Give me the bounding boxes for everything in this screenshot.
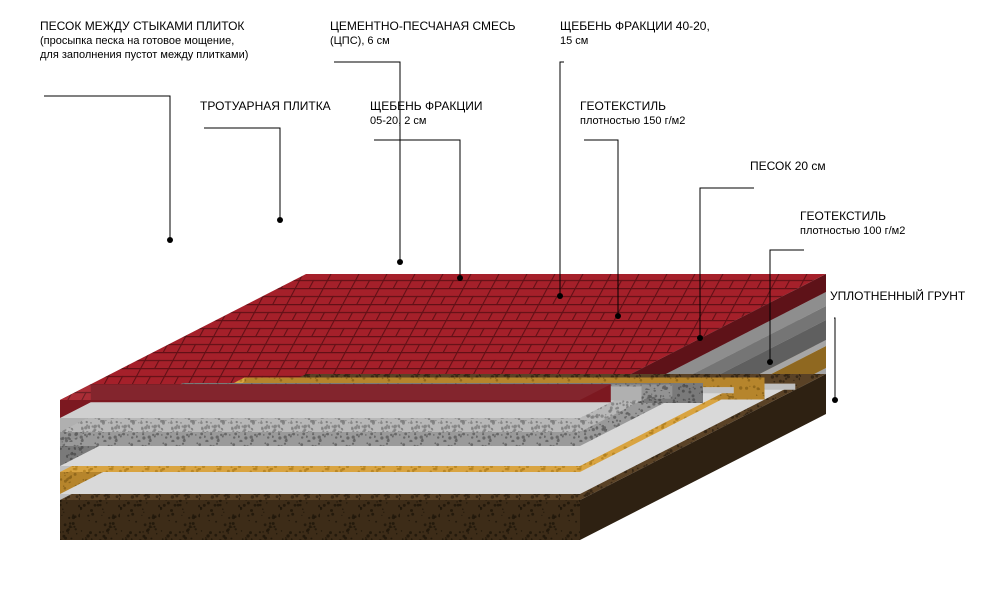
- lbl-sand-joints: ПЕСОК МЕЖДУ СТЫКАМИ ПЛИТОК (просыпка песк…: [40, 19, 248, 243]
- lbl-geo-150-line1: плотностью 150 г/м2: [580, 115, 685, 127]
- lbl-geo-150-line0: ГЕОТЕКСТИЛЬ: [580, 99, 666, 113]
- lbl-pavers-line0: ТРОТУАРНАЯ ПЛИТКА: [200, 99, 331, 113]
- lbl-gravel-fine-line1: 05-20, 2 см: [370, 115, 426, 127]
- lbl-gravel-coarse: ЩЕБЕНЬ ФРАКЦИИ 40-20, 15 см: [557, 19, 710, 299]
- lbl-pavers: ТРОТУАРНАЯ ПЛИТКА: [200, 99, 331, 223]
- lbl-sand-joints-line2: для заполнения пустот между плитками): [40, 49, 248, 61]
- lbl-gravel-fine-line0: ЩЕБЕНЬ ФРАКЦИИ: [370, 99, 482, 113]
- lbl-gravel-fine: ЩЕБЕНЬ ФРАКЦИИ 05-20, 2 см: [370, 99, 482, 281]
- lbl-cps: ЦЕМЕНТНО-ПЕСЧАНАЯ СМЕСЬ (ЦПС), 6 см: [330, 19, 516, 265]
- lbl-gravel-coarse-line1: 15 см: [560, 35, 588, 47]
- lbl-sand-joints-line0: ПЕСОК МЕЖДУ СТЫКАМИ ПЛИТОК: [40, 19, 244, 33]
- lbl-sand-joints-line1: (просыпка песка на готовое мощение,: [40, 35, 234, 47]
- paving-layers-diagram: ПЕСОК МЕЖДУ СТЫКАМИ ПЛИТОК (просыпка песк…: [0, 0, 1000, 600]
- lbl-sand-20-line0: ПЕСОК 20 см: [750, 159, 826, 173]
- lbl-geo-100-line0: ГЕОТЕКСТИЛЬ: [800, 209, 886, 223]
- lbl-cps-line1: (ЦПС), 6 см: [330, 35, 390, 47]
- lbl-soil-line0: УПЛОТНЕННЫЙ ГРУНТ: [830, 288, 966, 303]
- lbl-gravel-coarse-line0: ЩЕБЕНЬ ФРАКЦИИ 40-20,: [560, 19, 710, 33]
- lbl-cps-line0: ЦЕМЕНТНО-ПЕСЧАНАЯ СМЕСЬ: [330, 19, 516, 33]
- lbl-soil: УПЛОТНЕННЫЙ ГРУНТ: [830, 288, 966, 403]
- lbl-geo-100-line1: плотностью 100 г/м2: [800, 225, 905, 237]
